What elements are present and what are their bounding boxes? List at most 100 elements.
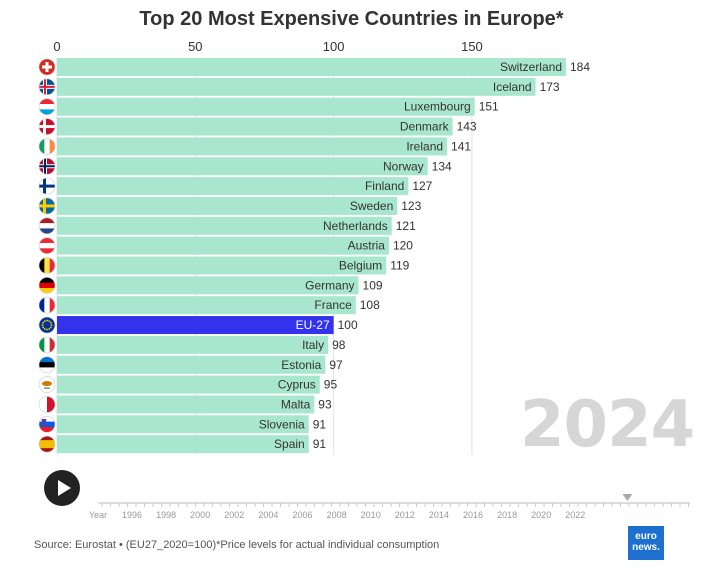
timeline-year-tick: 2006 (292, 510, 312, 520)
bar-eu-27 (57, 316, 334, 335)
bar-netherlands (57, 216, 392, 235)
x-tick-label: 0 (53, 39, 60, 54)
bar-value: 127 (412, 179, 432, 193)
malta-flag-icon (38, 396, 56, 413)
finland-flag-icon (38, 177, 56, 195)
bar-label: Luxembourg (404, 100, 471, 114)
timeline-year-tick: 2022 (565, 510, 585, 520)
eu-flag-icon (38, 316, 56, 334)
x-tick-label: 100 (323, 39, 345, 54)
bar-label: Spain (274, 437, 305, 451)
bar-value: 91 (313, 417, 327, 431)
timeline-year-tick: 1996 (122, 510, 142, 520)
bar-sweden (57, 196, 398, 215)
bar-value: 97 (329, 358, 343, 372)
bar-value: 143 (457, 120, 477, 134)
bar-label: Sweden (350, 199, 393, 213)
chart-title: Top 20 Most Expensive Countries in Europ… (139, 8, 564, 30)
sweden-flag-icon (38, 197, 56, 215)
bar-france (57, 296, 356, 315)
timeline-year-tick: 2020 (531, 510, 551, 520)
bar-italy (57, 335, 329, 354)
bar-germany (57, 276, 359, 295)
bar-chart: 0 50 100 150 Switzerland 184 Iceland 173 Luxembo… (38, 39, 590, 455)
bar-austria (57, 236, 389, 255)
bar-label: Ireland (406, 139, 443, 153)
bar-label: Germany (305, 278, 354, 292)
bar-luxembourg (57, 97, 475, 116)
bar-belgium (57, 256, 387, 275)
bar-label: EU-27 (296, 318, 330, 332)
bar-value: 98 (332, 338, 346, 352)
timeline-year-tick: 2012 (395, 510, 415, 520)
bar-label: Belgium (339, 259, 382, 273)
bar-label: Denmark (400, 120, 450, 134)
norway-flag-icon (38, 157, 56, 175)
switzerland-flag-icon (38, 58, 56, 76)
bar-label: Netherlands (323, 219, 388, 233)
bar-label: Norway (383, 159, 424, 173)
x-tick-label: 150 (461, 39, 483, 54)
france-flag-icon (38, 296, 56, 314)
bar-value: 109 (363, 278, 383, 292)
bar-label: Finland (365, 179, 404, 193)
play-icon (58, 480, 71, 496)
bar-value: 95 (324, 378, 338, 392)
bar-label: Slovenia (259, 417, 305, 431)
timeline-label: Year (89, 510, 107, 520)
bar-label: Italy (302, 338, 324, 352)
bar-value: 91 (313, 437, 327, 451)
bar-switzerland (57, 58, 566, 76)
logo-line2: news. (632, 542, 660, 553)
bar-cyprus (57, 375, 320, 394)
cyprus-flag-icon (38, 376, 56, 393)
bar-value: 173 (540, 80, 560, 94)
x-tick-label: 50 (188, 39, 202, 54)
bar-label: France (314, 298, 352, 312)
spain-flag-icon (38, 435, 56, 453)
bar-estonia (57, 355, 326, 374)
bar-value: 123 (401, 199, 421, 213)
bar-finland (57, 177, 409, 196)
bar-iceland (57, 77, 536, 96)
slovenia-flag-icon (38, 415, 56, 433)
bar-malta (57, 395, 315, 414)
bar-label: Iceland (493, 80, 532, 94)
bar-value: 100 (338, 318, 358, 332)
bar-label: Switzerland (500, 60, 562, 74)
bar-value: 121 (396, 219, 416, 233)
bar-slovenia (57, 415, 309, 434)
timeline-current-marker[interactable] (622, 494, 633, 501)
euronews-logo: euro news. (628, 526, 664, 560)
timeline-year-tick: 2004 (258, 510, 278, 520)
bar-label: Estonia (281, 358, 321, 372)
bar-value: 134 (432, 159, 452, 173)
current-year-label: 2024 (520, 388, 695, 462)
italy-flag-icon (38, 336, 56, 354)
bar-label: Malta (281, 397, 311, 411)
bar-value: 119 (390, 259, 409, 273)
timeline-year-tick: 2018 (497, 510, 517, 520)
timeline-year-tick: 2000 (190, 510, 210, 520)
bar-value: 93 (318, 397, 332, 411)
bar-label: Austria (348, 239, 386, 253)
ireland-flag-icon (38, 138, 56, 155)
timeline-year-tick: 2016 (463, 510, 483, 520)
timeline-year-tick: 2002 (224, 510, 244, 520)
bar-label: Cyprus (278, 378, 316, 392)
timeline-year-tick: 2008 (327, 510, 347, 520)
timeline-year-tick: 2014 (429, 510, 449, 520)
austria-flag-icon (38, 237, 56, 254)
source-note: Source: Eurostat • (EU27_2020=100)*Price… (34, 539, 440, 551)
bar-value: 141 (451, 139, 471, 153)
estonia-flag-icon (38, 356, 56, 374)
bar-denmark (57, 117, 453, 136)
denmark-flag-icon (38, 118, 56, 135)
iceland-flag-icon (38, 78, 56, 96)
bar-spain (57, 435, 309, 454)
germany-flag-icon (38, 277, 56, 294)
netherlands-flag-icon (38, 217, 56, 235)
luxembourg-flag-icon (38, 98, 56, 115)
play-button[interactable] (44, 470, 80, 506)
timeline-year-tick: 2010 (361, 510, 381, 520)
